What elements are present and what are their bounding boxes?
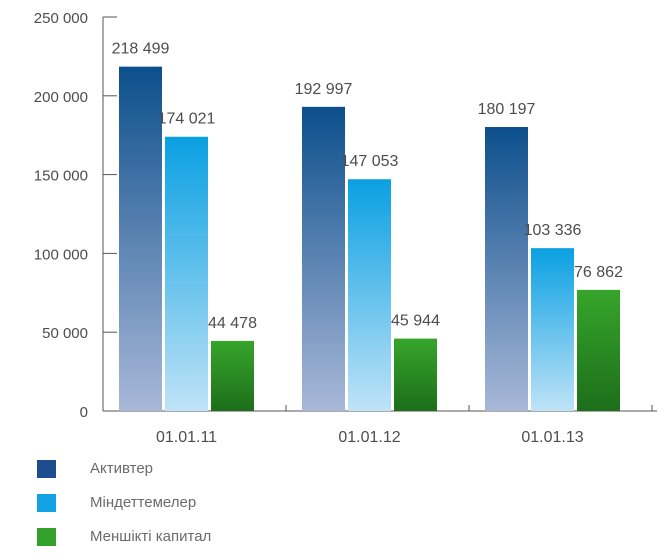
- data-label-group: 218 499 174 021 44 478 192 997 147 053 45 944…: [112, 41, 623, 332]
- data-label: 76 862: [574, 264, 623, 281]
- legend-label: Активтер: [90, 460, 154, 477]
- bar-group: [119, 66, 620, 412]
- bar-chart: 0 50 000 100 000 150 000 200 000 250 000 218 …: [34, 10, 657, 446]
- data-label: 147 053: [341, 153, 399, 170]
- data-label: 180 197: [478, 101, 536, 118]
- bar-1-1: [119, 66, 162, 412]
- bar-3-2: [394, 338, 437, 411]
- bar-1-3: [485, 127, 528, 412]
- category-label-group: 01.01.11 01.01.12 01.01.13: [156, 429, 584, 446]
- y-tick-label: 250 000: [34, 10, 88, 27]
- data-label: 44 478: [208, 315, 257, 332]
- bar-2-2: [348, 179, 391, 411]
- legend-swatch: [37, 528, 56, 546]
- x-tick-group: [285, 405, 653, 411]
- legend-label: Міндеттемелер: [90, 494, 197, 511]
- data-label: 218 499: [112, 41, 170, 58]
- legend-swatch: [37, 494, 56, 512]
- y-tick-group: 0 50 000 100 000 150 000 200 000 250 000: [34, 10, 117, 421]
- data-label: 174 021: [158, 111, 216, 128]
- bar-2-3: [531, 248, 574, 411]
- data-label: 192 997: [295, 81, 353, 98]
- y-tick-label: 150 000: [34, 168, 88, 185]
- legend-label: Меншікті капитал: [90, 528, 212, 545]
- data-label: 45 944: [391, 313, 440, 330]
- y-tick-label: 200 000: [34, 89, 88, 106]
- legend-swatch: [37, 460, 56, 478]
- x-category-label: 01.01.12: [338, 429, 400, 446]
- y-tick-label: 50 000: [42, 325, 88, 342]
- y-tick-label: 100 000: [34, 246, 88, 263]
- bar-1-2: [302, 106, 345, 411]
- bar-3-3: [577, 289, 620, 411]
- bar-2-1: [165, 136, 208, 411]
- x-category-label: 01.01.11: [156, 429, 217, 446]
- y-tick-label: 0: [80, 404, 88, 421]
- data-label: 103 336: [524, 222, 582, 239]
- bar-3-1: [211, 340, 254, 411]
- x-category-label: 01.01.13: [521, 429, 583, 446]
